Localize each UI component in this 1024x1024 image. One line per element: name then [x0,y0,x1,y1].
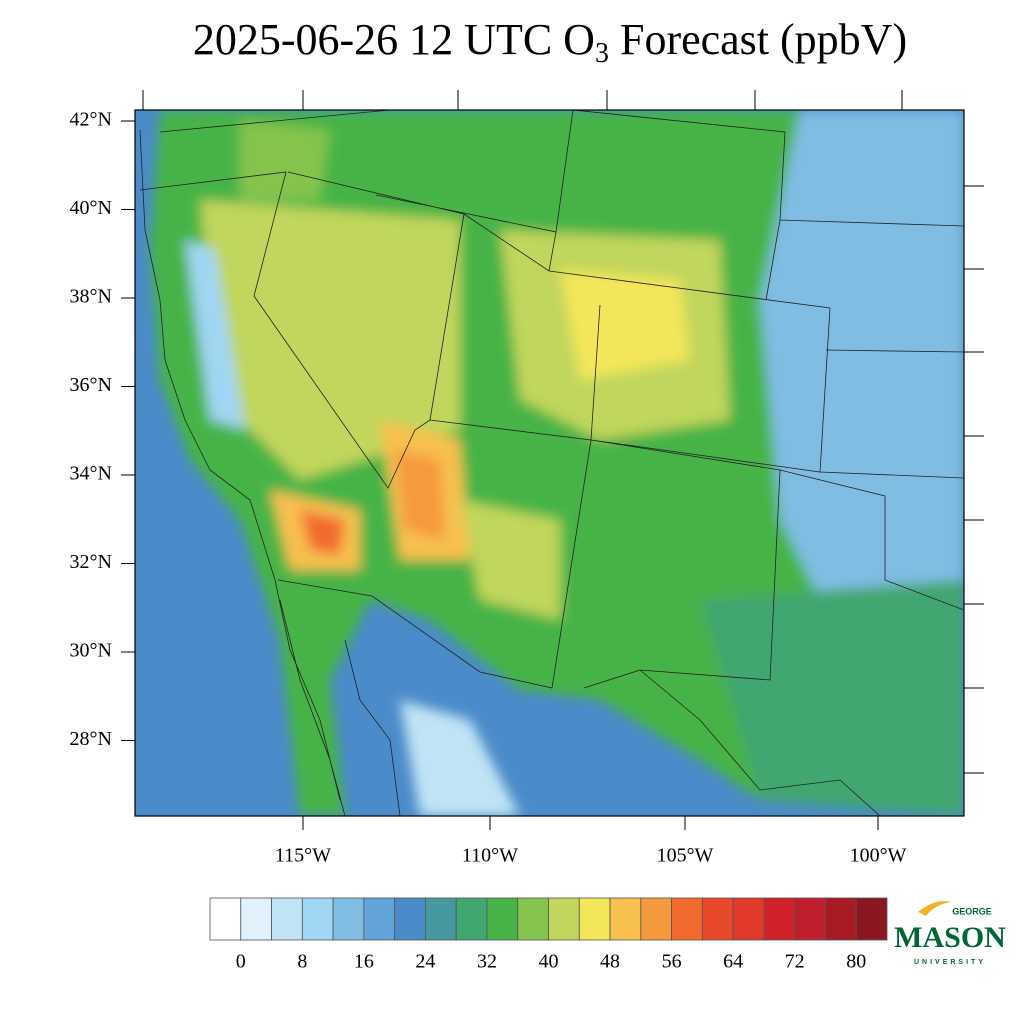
map-field [135,110,964,816]
colorbar-box [732,897,765,941]
colorbar: 0 8 16 24 32 40 48 56 64 72 80 [209,897,888,973]
logo-bottom: UNIVERSITY [914,959,986,966]
colorbar-box [548,897,580,941]
colorbar-box [209,897,242,941]
lat-label: 36°N [70,374,112,396]
logo-main: MASON [894,921,1006,954]
lat-label: 30°N [70,640,112,662]
colorbar-label: 72 [785,951,805,973]
colorbar-box [763,897,796,941]
colorbar-box [701,897,734,941]
logo-swoosh [918,901,952,916]
colorbar-box [394,897,426,941]
colorbar-box [825,897,857,941]
lat-label: 40°N [70,197,112,219]
lon-label: 110°W [462,845,518,867]
lat-label: 38°N [70,286,112,308]
logo-top: GEORGE [952,906,992,916]
colorbar-label: 40 [539,951,559,973]
lon-label: 115°W [275,845,331,867]
colorbar-box [332,897,365,941]
colorbar-label: 16 [354,951,374,973]
title: 2025-06-26 12 UTC O3 Forecast (ppbV) [193,15,907,69]
colorbar-box [609,897,642,941]
colorbar-label: 64 [723,951,743,973]
colorbar-label: 32 [477,951,497,973]
title-subscript: 3 [595,38,609,69]
colorbar-box [517,897,549,941]
colorbar-label: 80 [846,951,866,973]
colorbar-label: 24 [415,951,435,973]
title-suffix: Forecast (ppbV) [609,15,907,64]
colorbar-box [794,897,826,941]
lat-label: 34°N [70,463,112,485]
lon-label: 100°W [850,845,907,867]
colorbar-label: 8 [297,951,307,973]
lat-label: 28°N [70,728,112,750]
colorbar-box [240,897,272,941]
state-borders [139,110,964,816]
colorbar-label: 0 [236,951,246,973]
colorbar-label: 56 [662,951,682,973]
colorbar-box [486,897,519,941]
colorbar-box [363,897,396,941]
colorbar-box [455,897,488,941]
map-frame [134,109,965,817]
logo: GEORGE MASON UNIVERSITY [894,901,1006,966]
colorbar-box [640,897,672,941]
lat-label: 42°N [70,109,112,131]
colorbar-box [425,897,457,941]
title-prefix: 2025-06-26 12 UTC O [193,15,595,64]
colorbar-box [271,897,303,941]
colorbar-box [855,897,888,941]
lat-label: 32°N [70,551,112,573]
axes: 42°N 40°N 38°N 36°N 34°N 32°N 30°N 28°N 115°W 110… [70,90,984,867]
colorbar-box [578,897,611,941]
colorbar-label: 48 [600,951,620,973]
colorbar-box [671,897,703,941]
colorbar-box [301,897,334,941]
lon-label: 105°W [657,845,714,867]
